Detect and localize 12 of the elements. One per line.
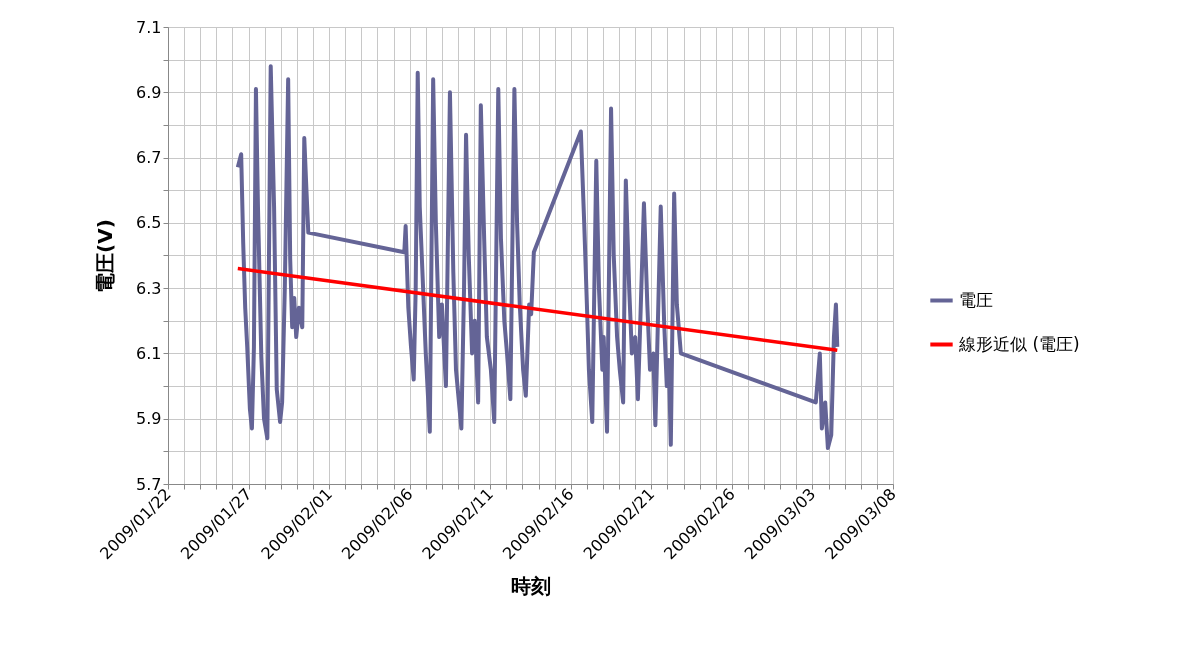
x-axis-title: 時刻 <box>511 574 551 599</box>
y-tick-label: 6.7 <box>136 148 162 168</box>
y-tick-label: 6.3 <box>136 278 162 298</box>
y-tick-label: 6.5 <box>136 213 162 233</box>
y-tick-label: 6.1 <box>136 343 162 363</box>
y-tick-label: 6.9 <box>136 82 162 102</box>
y-tick-label: 5.9 <box>136 409 162 429</box>
line-series <box>235 64 840 451</box>
legend-label: 線形近似 (電圧) <box>958 333 1080 354</box>
legend-label: 電圧 <box>959 289 993 310</box>
y-axis-title: 電圧(V) <box>93 219 118 293</box>
y-tick-label: 7.1 <box>136 17 162 37</box>
